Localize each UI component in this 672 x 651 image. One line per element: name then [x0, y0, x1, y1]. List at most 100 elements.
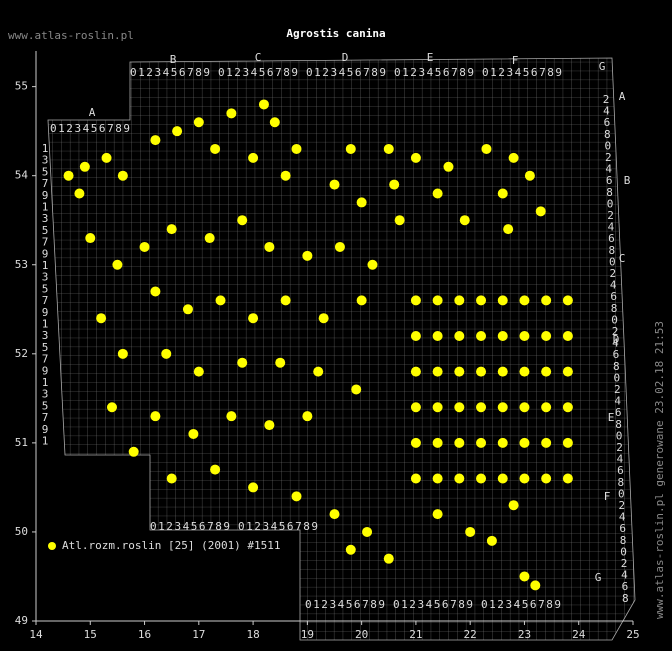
occurrence-dot — [476, 437, 487, 448]
chart-title: Agrostis canina — [286, 27, 385, 40]
occurrence-dot — [562, 366, 573, 377]
occurrence-dot — [519, 402, 530, 413]
occurrence-dot — [101, 152, 112, 163]
occurrence-dot — [106, 402, 117, 413]
grid-digit: 0 — [604, 139, 611, 152]
grid-letter: A — [89, 106, 96, 119]
occurrence-dot — [497, 295, 508, 306]
x-tick-label: 24 — [572, 628, 586, 641]
occurrence-dot — [237, 357, 248, 368]
occurrence-dot — [248, 482, 259, 493]
occurrence-dot — [204, 233, 215, 244]
occurrence-dot — [454, 331, 465, 341]
occurrence-dot — [535, 206, 546, 217]
occurrence-dot — [351, 384, 362, 395]
grid-digit: 9 — [42, 306, 49, 319]
watermark: www.atlas-roslin.pl — [8, 29, 134, 42]
grid-letter: D — [342, 51, 349, 64]
grid-digit: 6 — [610, 290, 617, 303]
grid-digit: 4 — [621, 569, 628, 582]
grid-digit: 5 — [42, 165, 49, 178]
occurrence-dot — [481, 143, 492, 154]
occurrence-dot — [329, 509, 340, 520]
occurrence-dot — [541, 366, 552, 377]
grid-digits: 0123456789 — [238, 520, 318, 533]
grid-letter: B — [170, 53, 177, 66]
grid-digit: 0 — [620, 545, 627, 558]
occurrence-dot — [410, 402, 421, 413]
x-tick-label: 22 — [464, 628, 477, 641]
grid-digit: 5 — [42, 224, 49, 237]
grid-digits: 0123456789 — [481, 598, 561, 611]
grid-digit: 0 — [611, 313, 618, 326]
occurrence-dot — [497, 473, 508, 484]
occurrence-dot — [410, 437, 421, 448]
occurrence-dot — [356, 197, 367, 208]
occurrence-dot — [454, 366, 465, 377]
grid-digits: 0123456789 — [50, 122, 130, 135]
grid-digit: 8 — [609, 244, 616, 257]
grid-digit: 3 — [42, 154, 49, 167]
occurrence-dot — [210, 143, 221, 154]
occurrence-dot — [454, 473, 465, 484]
grid-digit: 2 — [618, 499, 625, 512]
x-tick-label: 15 — [84, 628, 97, 641]
occurrence-dot — [562, 437, 573, 448]
grid-digit: 0 — [618, 487, 625, 500]
grid-digit: 8 — [620, 534, 627, 547]
y-tick-label: 53 — [15, 258, 28, 271]
occurrence-dot — [210, 464, 221, 475]
occurrence-dot — [345, 544, 356, 555]
grid-digits: 0123456789 — [482, 66, 562, 79]
grid-digit: 6 — [613, 348, 620, 361]
occurrence-dot — [248, 152, 259, 163]
grid-letter: F — [512, 54, 519, 67]
occurrence-dot — [280, 295, 291, 306]
occurrence-dot — [524, 170, 535, 181]
grid-digits: 0123456789 — [393, 598, 473, 611]
legend-marker — [48, 542, 56, 550]
occurrence-dot — [383, 553, 394, 564]
grid-letter: E — [427, 51, 434, 64]
occurrence-dot — [432, 437, 443, 448]
grid-digit: 7 — [42, 294, 49, 307]
y-tick-label: 50 — [15, 525, 28, 538]
occurrence-dot — [280, 170, 291, 181]
x-tick-label: 14 — [29, 628, 43, 641]
occurrence-dot — [193, 366, 204, 377]
occurrence-dot — [166, 473, 177, 484]
grid-digit: 2 — [612, 325, 619, 338]
occurrence-dot — [541, 295, 552, 306]
grid-digit: 6 — [606, 174, 613, 187]
occurrence-dot — [410, 331, 421, 341]
occurrence-dot — [394, 215, 405, 226]
occurrence-dot — [237, 215, 248, 226]
occurrence-dot — [128, 446, 139, 457]
occurrence-dot — [541, 331, 552, 341]
occurrence-dot — [74, 188, 85, 199]
legend-label: Atl.rozm.roslin [25] (2001) #1511 — [62, 539, 281, 552]
occurrence-dot — [476, 331, 487, 341]
grid-digits: 0123456789 — [130, 66, 210, 79]
occurrence-dot — [117, 170, 128, 181]
occurrence-dot — [562, 402, 573, 413]
occurrence-dot — [497, 188, 508, 199]
grid-digits: 0123456789 — [394, 66, 474, 79]
occurrence-dot — [454, 437, 465, 448]
occurrence-dot — [96, 313, 107, 324]
grid-digit: 9 — [42, 247, 49, 260]
grid-digit: 9 — [42, 423, 49, 436]
occurrence-dot — [519, 331, 530, 341]
occurrence-dot — [329, 179, 340, 190]
occurrence-dot — [383, 143, 394, 154]
occurrence-dot — [519, 571, 530, 582]
occurrence-dot — [410, 366, 421, 377]
grid-digit: 7 — [42, 411, 49, 424]
occurrence-dot — [117, 348, 128, 359]
occurrence-dot — [497, 366, 508, 377]
occurrence-dot — [269, 117, 280, 128]
side-note: www.atlas-roslin.pl generowane 23.02.18 … — [653, 321, 666, 619]
x-tick-label: 25 — [626, 628, 639, 641]
grid-digit: 2 — [614, 383, 621, 396]
grid-digit: 0 — [613, 371, 620, 384]
